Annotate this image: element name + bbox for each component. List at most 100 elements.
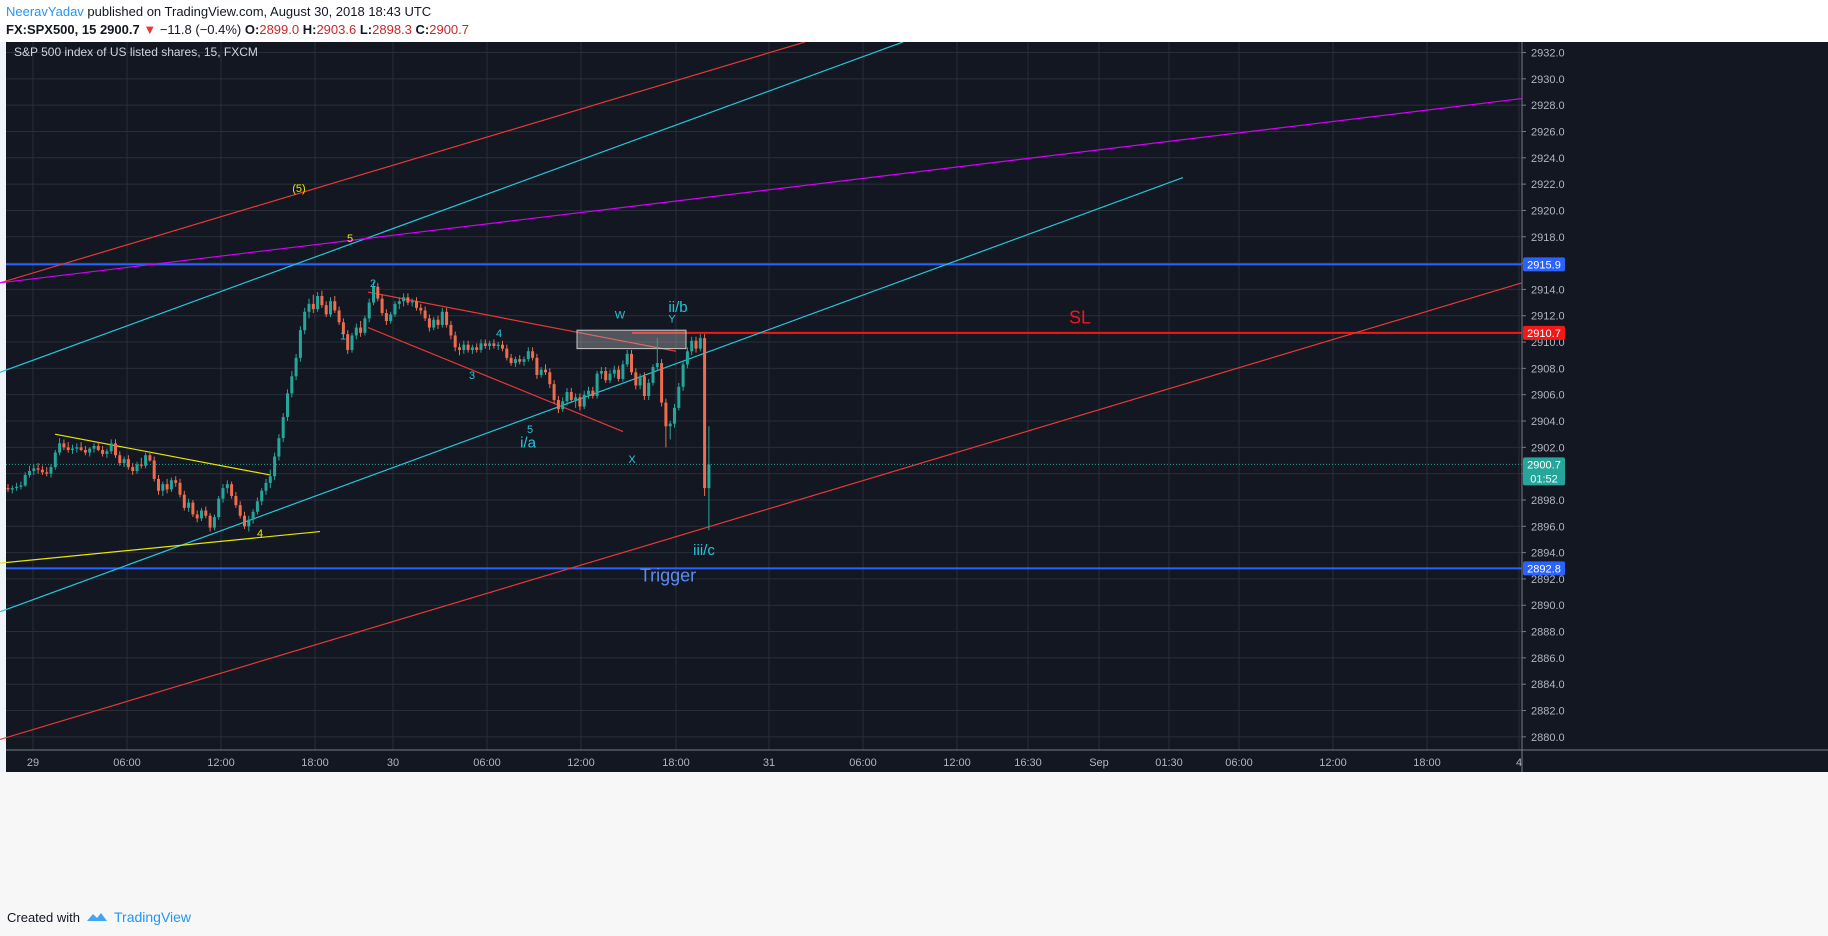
candle-body xyxy=(114,443,117,456)
candle xyxy=(569,388,573,403)
x-tick-label: 29 xyxy=(27,757,39,769)
y-tick-label: 2894.0 xyxy=(1531,548,1565,560)
candle xyxy=(630,349,633,375)
candle-body xyxy=(389,314,393,321)
candle xyxy=(281,413,285,443)
wave-label: 4 xyxy=(496,328,502,340)
candle-body xyxy=(58,443,62,453)
candle xyxy=(363,315,367,336)
candle xyxy=(445,307,449,328)
tradingview-logo-icon xyxy=(87,913,107,921)
candle xyxy=(277,434,281,461)
candle-body xyxy=(260,490,264,502)
candle-body xyxy=(23,474,27,486)
candle xyxy=(544,364,547,375)
candle xyxy=(118,451,122,466)
y-tick-label: 2904.0 xyxy=(1531,416,1565,428)
candle-body xyxy=(126,459,130,468)
symbol-name: FX:SPX500, 15 xyxy=(6,22,97,37)
candle-body xyxy=(10,488,14,490)
candle xyxy=(131,463,135,475)
x-tick-label: Sep xyxy=(1089,757,1109,769)
candle xyxy=(427,314,431,332)
y-tick-label: 2912.0 xyxy=(1531,311,1565,323)
x-tick-label: 12:00 xyxy=(943,757,971,769)
candle-body xyxy=(75,447,79,449)
price-chart[interactable]: 2880.0 2882.0 2884.0 2886.0 2888.0 2890.0 2892… xyxy=(0,42,1828,900)
candle-body xyxy=(548,372,552,385)
candle-body xyxy=(604,370,608,381)
candle-body xyxy=(556,399,560,410)
candle-body xyxy=(397,301,401,304)
candle-body xyxy=(393,303,397,315)
candle xyxy=(638,373,642,390)
candle-body xyxy=(187,502,191,508)
candle-body xyxy=(303,311,307,331)
candle xyxy=(122,456,126,468)
candle xyxy=(402,293,406,307)
candle-body xyxy=(492,343,496,346)
candle xyxy=(114,439,117,458)
candle xyxy=(329,297,332,318)
candle-body xyxy=(466,344,470,350)
candle xyxy=(522,356,526,366)
candle xyxy=(23,472,27,487)
candle xyxy=(311,294,315,314)
candle xyxy=(71,444,74,454)
candle-body xyxy=(595,373,599,396)
candle-body xyxy=(6,488,10,490)
trendline xyxy=(0,530,321,564)
candle xyxy=(685,347,689,369)
candle xyxy=(518,355,522,365)
candle-body xyxy=(53,452,57,468)
candle-body xyxy=(139,464,143,466)
candle-body xyxy=(62,443,66,448)
candle xyxy=(264,478,268,495)
x-tick-label: 12:00 xyxy=(1319,757,1347,769)
candle xyxy=(479,339,483,353)
tradingview-link[interactable]: TradingView xyxy=(86,909,191,925)
candle xyxy=(578,393,582,411)
candle-body xyxy=(152,460,156,479)
candle xyxy=(337,306,341,325)
y-tick-label: 2926.0 xyxy=(1531,126,1565,138)
candle xyxy=(406,293,410,306)
candle-body xyxy=(630,353,633,373)
candle xyxy=(565,388,569,406)
candle xyxy=(380,294,384,316)
candle-body xyxy=(458,347,461,350)
candle-body xyxy=(685,351,689,365)
candle xyxy=(655,338,659,370)
candle-body xyxy=(539,369,543,375)
candle xyxy=(165,478,169,494)
candle xyxy=(436,315,440,329)
candle-body xyxy=(311,303,315,310)
candle-body xyxy=(544,369,547,373)
candle-body xyxy=(45,472,49,474)
candle xyxy=(548,368,552,389)
candle xyxy=(290,370,294,398)
candle xyxy=(410,298,414,307)
candle-body xyxy=(40,469,44,473)
candle-body xyxy=(200,510,203,519)
candle-body xyxy=(320,295,324,306)
candle xyxy=(268,469,272,489)
candle-body xyxy=(118,455,122,464)
candle xyxy=(187,498,191,512)
tradingview-brand: TradingView xyxy=(114,909,192,925)
candle xyxy=(53,449,57,470)
x-tick-label: 30 xyxy=(387,757,399,769)
price-tag-label: 2900.7 xyxy=(1527,459,1561,471)
candle-body xyxy=(655,363,659,368)
candle-body xyxy=(144,455,148,466)
price-tag-label: 2910.7 xyxy=(1527,328,1561,340)
candle xyxy=(367,298,371,323)
candle-body xyxy=(298,330,302,358)
candle-body xyxy=(148,455,152,461)
candle-body xyxy=(690,340,694,352)
wave-label: Y xyxy=(668,313,676,325)
candle-body xyxy=(535,357,539,375)
wave-label: W xyxy=(615,309,626,321)
open-label: O: xyxy=(244,22,260,37)
author-link[interactable]: NeeravYadav xyxy=(6,4,84,19)
